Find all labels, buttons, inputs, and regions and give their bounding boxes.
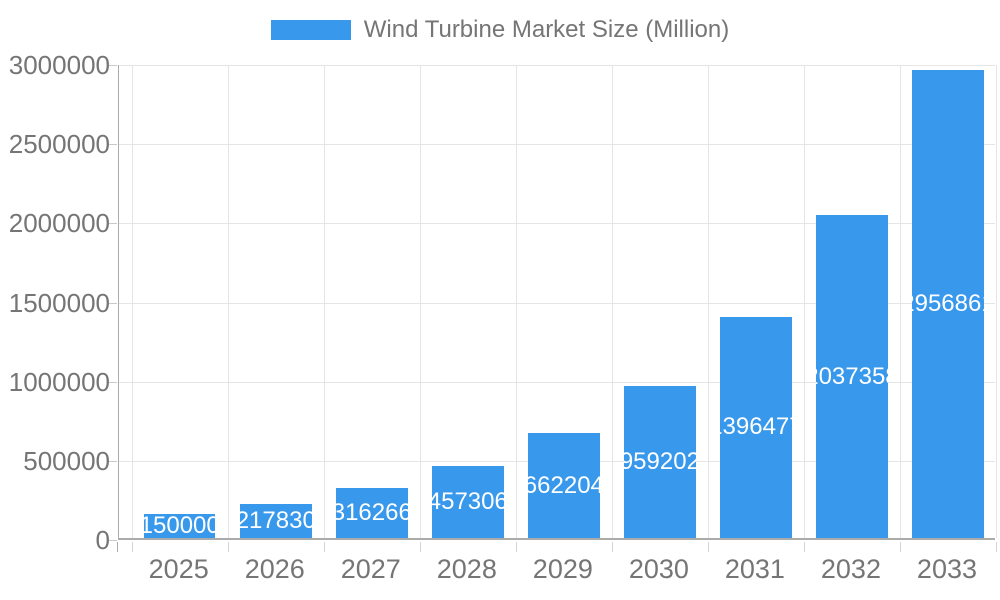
legend: Wind Turbine Market Size (Million) xyxy=(0,16,1000,44)
x-axis-label: 2029 xyxy=(532,554,593,584)
x-axis-tick xyxy=(611,542,613,552)
x-axis-label: 2028 xyxy=(436,554,497,584)
legend-label: Wind Turbine Market Size (Million) xyxy=(363,16,730,43)
x-axis-label: 2033 xyxy=(916,554,977,584)
x-axis-tick xyxy=(996,542,997,552)
y-axis-label: 1000000 xyxy=(8,366,110,397)
y-axis-label: 3000000 xyxy=(8,50,110,80)
v-gridline xyxy=(227,65,229,538)
y-axis-tick xyxy=(109,540,117,541)
bar-2025[interactable]: 150000 xyxy=(143,514,216,538)
bar-2032[interactable]: 2037358 xyxy=(816,215,888,538)
v-gridline xyxy=(419,65,421,538)
legend-swatch[interactable] xyxy=(270,20,351,40)
x-axis-tick xyxy=(117,542,118,552)
x-axis-tick xyxy=(227,542,229,552)
bar-2029[interactable]: 662204 xyxy=(528,433,600,538)
bar-2030[interactable]: 959202 xyxy=(624,386,696,538)
bar-value-label: 316266 xyxy=(336,498,408,526)
plot-area: 150000 217830 316266 457306 662204 959202 1396… xyxy=(109,65,997,552)
bar-2026[interactable]: 217830 xyxy=(240,503,312,538)
x-axis-label: 2031 xyxy=(724,554,785,584)
y-axis-tick xyxy=(109,460,117,462)
bar-value-label: 2037358 xyxy=(816,362,888,390)
bar-value-label: 457306 xyxy=(432,487,504,515)
bar-value-label: 150000 xyxy=(143,514,216,538)
x-axis-tick xyxy=(899,542,901,552)
bar-value-label: 217830 xyxy=(240,506,312,534)
v-gridline xyxy=(131,65,133,538)
y-axis-tick xyxy=(109,144,117,146)
bar-2027[interactable]: 316266 xyxy=(336,487,408,538)
h-gridline xyxy=(118,381,995,383)
h-gridline xyxy=(118,144,995,146)
v-gridline xyxy=(803,65,805,538)
x-axis-label: 2026 xyxy=(244,554,305,584)
x-axis-tick xyxy=(515,542,517,552)
v-gridline xyxy=(611,65,613,538)
bar-2031[interactable]: 1396477 xyxy=(720,316,792,538)
v-gridline xyxy=(899,65,901,538)
bar-value-label: 1396477 xyxy=(720,413,792,441)
x-axis-tick xyxy=(323,542,325,552)
y-axis-tick xyxy=(109,381,117,383)
v-gridline xyxy=(323,65,325,538)
y-axis-tick xyxy=(109,302,117,304)
bar-value-label: 959202 xyxy=(624,448,696,476)
x-axis-tick xyxy=(707,542,709,552)
bar-2033[interactable]: 2956861 xyxy=(912,69,984,538)
x-axis-label: 2025 xyxy=(148,554,209,584)
y-axis-label: 0 xyxy=(95,525,110,555)
h-gridline xyxy=(118,223,995,225)
y-axis-label: 2500000 xyxy=(8,129,110,160)
h-gridline xyxy=(118,65,995,66)
v-gridline xyxy=(707,65,709,538)
y-axis-tick xyxy=(109,65,117,66)
bar-2028[interactable]: 457306 xyxy=(432,465,504,538)
v-gridline xyxy=(515,65,517,538)
h-gridline xyxy=(118,302,995,304)
y-axis-label: 500000 xyxy=(23,445,110,476)
v-gridline xyxy=(996,65,997,538)
x-axis-tick xyxy=(131,542,133,552)
bar-value-label: 2956861 xyxy=(912,289,984,317)
y-axis-label: 1500000 xyxy=(8,287,110,318)
x-axis-label: 2032 xyxy=(820,554,881,584)
x-axis-label: 2030 xyxy=(628,554,689,584)
x-axis-tick xyxy=(803,542,805,552)
x-axis-label: 2027 xyxy=(340,554,401,584)
bar-value-label: 662204 xyxy=(528,471,600,499)
x-axis-tick xyxy=(419,542,421,552)
y-axis-tick xyxy=(109,223,117,225)
y-axis-label: 2000000 xyxy=(8,208,110,239)
